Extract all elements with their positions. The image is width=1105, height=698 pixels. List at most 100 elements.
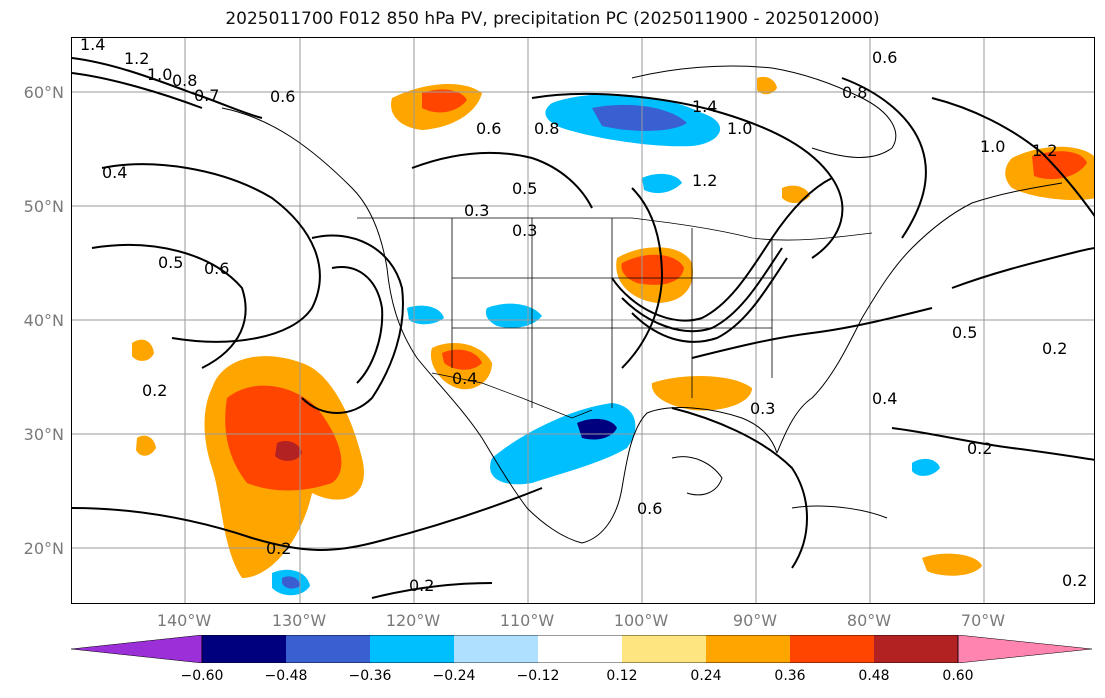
colorbar-tick-label: −0.48 bbox=[264, 668, 308, 684]
shade-ut-negative bbox=[407, 305, 444, 325]
contour-9 bbox=[621, 187, 664, 369]
contour-label: 0.6 bbox=[204, 259, 229, 278]
coastlines bbox=[221, 65, 1063, 544]
contour-5 bbox=[301, 234, 404, 414]
contour-14 bbox=[671, 407, 808, 569]
contour-label: 0.8 bbox=[172, 71, 197, 90]
colorbar-tick-label: 0.12 bbox=[606, 668, 638, 684]
contour-label: 0.2 bbox=[1062, 571, 1087, 590]
precip-shading bbox=[132, 76, 1094, 596]
contour-11 bbox=[621, 247, 783, 333]
colorbar-bin bbox=[874, 635, 958, 663]
contour-label: 0.6 bbox=[270, 87, 295, 106]
shade-canada-negative-core bbox=[592, 104, 687, 131]
contour-12 bbox=[631, 257, 788, 343]
contour-label: 0.6 bbox=[637, 499, 662, 518]
shade-pacific-strong bbox=[225, 385, 342, 491]
border-us-mexico bbox=[431, 372, 593, 419]
contour-label: 1.4 bbox=[692, 97, 717, 116]
contour-label: 1.0 bbox=[727, 119, 752, 138]
contour-label: 0.6 bbox=[872, 48, 897, 67]
contour-label: 0.7 bbox=[194, 86, 219, 105]
lon-label-130w: 130°W bbox=[271, 611, 327, 630]
contour-label: 0.2 bbox=[266, 539, 291, 558]
lat-label-30n: 30°N bbox=[23, 425, 64, 444]
contour-label: 0.4 bbox=[872, 389, 897, 408]
contour-8 bbox=[531, 92, 844, 259]
lon-label-120w: 120°W bbox=[385, 611, 441, 630]
contour-label: 0.5 bbox=[952, 323, 977, 342]
lon-label-90w: 90°W bbox=[732, 611, 778, 630]
colorbar-bin bbox=[286, 635, 370, 663]
contour-label: 0.8 bbox=[534, 119, 559, 138]
shade-pac-mid-positive bbox=[136, 435, 156, 456]
contour-label: 0.3 bbox=[750, 399, 775, 418]
colorbar-bin bbox=[790, 635, 874, 663]
coast-florida bbox=[776, 317, 863, 454]
coast-mexico-gulf bbox=[581, 407, 778, 544]
lon-label-140w: 140°W bbox=[156, 611, 212, 630]
colorbar-tick-label: 0.48 bbox=[858, 668, 890, 684]
contour-label: 0.2 bbox=[142, 381, 167, 400]
border-us-canada bbox=[357, 217, 873, 241]
shade-pac-south-negative-core bbox=[282, 576, 300, 589]
contour-6 bbox=[331, 266, 384, 384]
contour-label: 0.4 bbox=[452, 369, 477, 388]
contour-label: 0.8 bbox=[842, 83, 867, 102]
shade-pacific-core bbox=[275, 441, 302, 461]
contour-20 bbox=[371, 582, 493, 599]
colorbar-bin bbox=[706, 635, 790, 663]
contour-1 bbox=[72, 57, 263, 119]
contour-10 bbox=[611, 177, 833, 322]
contour-label: 0.4 bbox=[102, 163, 127, 182]
coast-east bbox=[861, 182, 1063, 319]
contour-label: 0.2 bbox=[967, 439, 992, 458]
contour-15 bbox=[841, 77, 927, 239]
graticule bbox=[72, 38, 1094, 603]
map-panel: 1.4 1.2 1.0 0.8 0.7 0.6 0.4 0.5 0.6 0.3 … bbox=[71, 37, 1095, 604]
contour-3 bbox=[101, 163, 321, 343]
contour-7 bbox=[72, 487, 543, 551]
coast-west-na bbox=[221, 107, 583, 544]
shade-carib-positive bbox=[922, 553, 982, 576]
shade-rockies-negative bbox=[485, 303, 542, 328]
colorbar-bin bbox=[622, 635, 706, 663]
contour-16 bbox=[931, 97, 1094, 217]
contour-17 bbox=[951, 247, 1094, 289]
contour-label: 0.5 bbox=[512, 179, 537, 198]
shade-gulf-positive bbox=[651, 376, 752, 411]
contour-13 bbox=[691, 307, 933, 359]
lat-label-20n: 20°N bbox=[23, 539, 64, 558]
chart-title: 2025011700 F012 850 hPa PV, precipitatio… bbox=[225, 9, 880, 29]
coast-cuba bbox=[791, 505, 888, 519]
contour-label: 1.0 bbox=[147, 65, 172, 84]
contour-label: 0.5 bbox=[158, 253, 183, 272]
colorbar-bin bbox=[454, 635, 538, 663]
colorbar-tick-label: 0.24 bbox=[690, 668, 722, 684]
lon-label-100w: 100°W bbox=[613, 611, 669, 630]
colorbar bbox=[71, 635, 1093, 663]
colorbar-bin bbox=[538, 635, 622, 663]
shade-texas-negative bbox=[490, 403, 636, 485]
contour-19 bbox=[411, 151, 593, 209]
shade-bc-strong bbox=[422, 89, 467, 113]
contour-label-group: 1.4 1.2 1.0 0.8 0.7 0.6 0.4 0.5 0.6 0.3 … bbox=[80, 38, 1087, 595]
lat-label-60n: 60°N bbox=[23, 83, 64, 102]
colorbar-tick-label: −0.24 bbox=[432, 668, 476, 684]
contour-4 bbox=[91, 244, 247, 369]
shade-minn-negative bbox=[642, 173, 682, 194]
contour-label: 1.2 bbox=[1032, 141, 1057, 160]
shade-carib-negative bbox=[912, 458, 940, 476]
colorbar-tick-label: −0.60 bbox=[180, 668, 224, 684]
lat-label-50n: 50°N bbox=[23, 197, 64, 216]
contour-2 bbox=[72, 72, 203, 109]
contour-label: 0.6 bbox=[476, 119, 501, 138]
contour-label: 1.4 bbox=[80, 38, 105, 54]
colorbar-tick-label: −0.36 bbox=[348, 668, 392, 684]
contour-label: 1.2 bbox=[124, 49, 149, 68]
colorbar-extend-low bbox=[71, 635, 203, 663]
border-state-lines bbox=[451, 218, 773, 408]
contour-label: 0.3 bbox=[464, 201, 489, 220]
colorbar-extend-high bbox=[957, 635, 1093, 663]
contour-label: 0.3 bbox=[512, 221, 537, 240]
